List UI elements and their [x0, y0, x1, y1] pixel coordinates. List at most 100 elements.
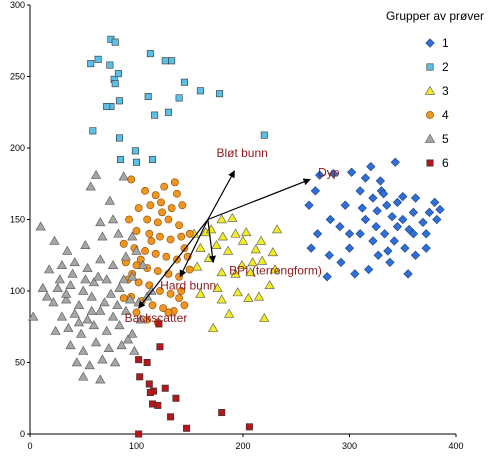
data-point	[86, 305, 97, 315]
data-point	[230, 268, 241, 278]
data-point	[78, 345, 89, 355]
data-point	[133, 158, 141, 166]
data-point	[216, 267, 227, 277]
vector-arrow	[179, 219, 209, 278]
data-point	[41, 291, 53, 301]
data-point	[166, 235, 175, 244]
data-point	[178, 201, 187, 210]
data-point	[127, 328, 138, 338]
legend-marker	[426, 159, 434, 167]
data-point	[403, 269, 413, 279]
data-point	[95, 254, 106, 264]
data-point	[97, 354, 108, 364]
data-point	[101, 274, 112, 284]
data-point	[151, 191, 160, 200]
data-point	[195, 242, 206, 252]
legend-label: 5	[442, 132, 449, 146]
data-point	[113, 228, 124, 238]
data-point	[120, 251, 131, 261]
data-point	[243, 292, 254, 302]
data-point	[156, 343, 164, 351]
data-point	[257, 255, 268, 265]
data-point	[177, 287, 186, 295]
data-point	[172, 394, 180, 402]
data-point	[375, 176, 386, 186]
data-point	[82, 314, 93, 324]
series-2	[87, 35, 268, 166]
data-point	[134, 204, 143, 212]
data-point	[71, 357, 82, 367]
data-point	[144, 93, 152, 101]
data-point	[85, 181, 96, 191]
data-point	[241, 227, 252, 237]
data-point	[35, 221, 46, 231]
legend-entry-3: 3	[424, 84, 449, 98]
legend-entry-1: 1	[425, 36, 449, 50]
legend-marker	[425, 38, 435, 48]
data-point	[137, 260, 149, 270]
data-point	[259, 312, 270, 322]
data-point	[424, 207, 434, 217]
data-point	[183, 424, 191, 432]
data-point	[119, 239, 128, 248]
data-point	[114, 282, 125, 292]
vector-arrow	[207, 178, 311, 221]
data-point	[73, 300, 85, 310]
y-tick-label: 250	[10, 72, 25, 82]
data-point	[173, 189, 181, 198]
data-point	[95, 217, 106, 227]
data-point	[205, 224, 217, 234]
data-point	[111, 38, 119, 46]
data-point	[195, 288, 206, 298]
data-point	[158, 208, 166, 217]
vector-label: Backscatter	[125, 311, 188, 325]
data-point	[175, 94, 183, 102]
data-point	[164, 308, 173, 317]
data-point	[99, 297, 110, 307]
data-point	[360, 173, 371, 183]
data-point	[111, 80, 119, 88]
data-point	[216, 294, 227, 304]
data-point	[371, 222, 381, 232]
data-point	[344, 243, 355, 253]
data-point	[175, 294, 183, 303]
data-point	[216, 90, 224, 98]
data-point	[166, 289, 175, 298]
data-point	[161, 384, 169, 392]
series-6	[135, 320, 253, 438]
data-point	[135, 356, 143, 364]
data-point	[192, 261, 203, 271]
data-point	[408, 229, 419, 239]
data-point	[147, 237, 156, 245]
data-point	[347, 167, 357, 177]
data-point	[103, 342, 114, 352]
data-point	[421, 243, 431, 253]
data-point	[196, 87, 204, 95]
data-point	[368, 193, 378, 203]
x-tick-label: 100	[129, 441, 144, 451]
data-point	[357, 203, 367, 213]
data-point	[141, 186, 149, 195]
data-point	[366, 161, 376, 172]
data-point	[430, 197, 440, 207]
data-point	[230, 228, 241, 238]
data-point	[151, 111, 159, 119]
data-point	[107, 214, 119, 224]
data-point	[253, 291, 265, 301]
legend-entry-6: 6	[426, 156, 449, 170]
data-point	[217, 231, 228, 241]
data-point	[117, 155, 125, 163]
data-point	[73, 317, 85, 327]
data-point	[145, 380, 153, 388]
data-point	[76, 328, 87, 338]
data-point	[80, 274, 91, 284]
data-point	[141, 247, 149, 255]
data-point	[93, 271, 104, 281]
data-point	[162, 252, 171, 261]
data-point	[61, 288, 72, 298]
data-point	[151, 249, 160, 258]
data-point	[350, 269, 360, 279]
data-point	[328, 169, 339, 179]
data-point	[159, 304, 168, 313]
data-point	[315, 170, 325, 180]
